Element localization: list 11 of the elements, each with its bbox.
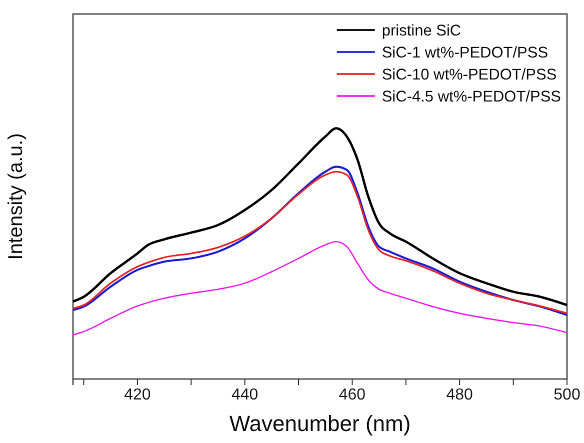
legend-label: SiC-1 wt%-PEDOT/PSS — [382, 44, 548, 62]
legend-label: pristine SiC — [382, 22, 462, 40]
x-tick-label: 480 — [446, 386, 474, 404]
x-axis-title: Wavenumber (nm) — [229, 411, 411, 436]
x-tick-label: 440 — [231, 386, 258, 404]
x-tick-label: 460 — [338, 386, 366, 404]
y-axis-title: Intensity (a.u.) — [5, 133, 27, 260]
x-tick-label: 420 — [124, 386, 151, 404]
legend-label: SiC-10 wt%-PEDOT/PSS — [382, 66, 557, 84]
legend-label: SiC-4.5 wt%-PEDOT/PSS — [382, 88, 561, 106]
x-tick-label: 500 — [554, 386, 580, 404]
